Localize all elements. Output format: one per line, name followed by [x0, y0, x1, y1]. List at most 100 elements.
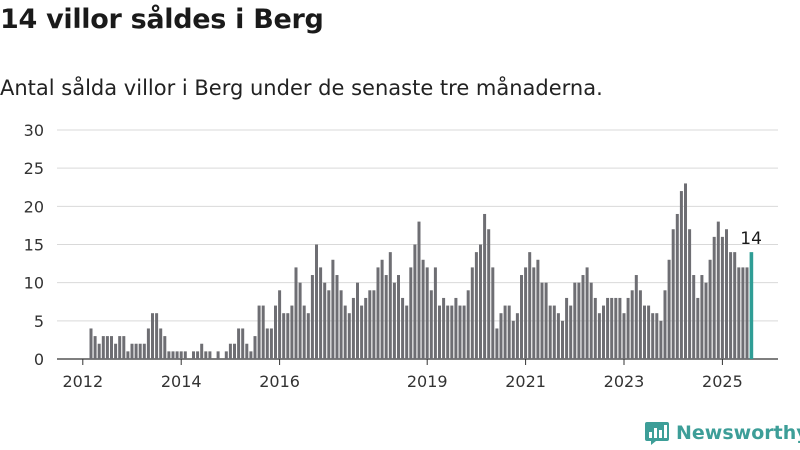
bar [741, 267, 745, 359]
bar [306, 313, 310, 359]
bar [483, 213, 487, 359]
bar [561, 320, 564, 359]
bar [651, 313, 655, 359]
bar [89, 328, 93, 359]
bar [421, 259, 425, 359]
bar [192, 351, 195, 359]
bar [499, 313, 503, 359]
bar [614, 297, 618, 359]
bar [409, 267, 413, 359]
bar [684, 183, 687, 359]
bar [597, 313, 601, 359]
bar [507, 305, 511, 359]
x-tick-label: 2023 [604, 372, 645, 391]
x-tick-label: 2016 [259, 372, 300, 391]
bar [745, 267, 749, 359]
bar [495, 328, 499, 359]
bar [237, 328, 241, 359]
brand-name: Newsworthy [676, 422, 800, 444]
bar [339, 290, 343, 359]
y-tick-label: 25 [24, 159, 44, 178]
bar [294, 267, 298, 359]
bar [548, 305, 552, 359]
bar [126, 351, 130, 359]
bar [282, 313, 286, 359]
bar [515, 313, 519, 359]
bar [438, 305, 441, 359]
bar [155, 313, 159, 359]
bar [630, 290, 634, 359]
bar [462, 305, 466, 359]
bar [216, 351, 220, 359]
bar [585, 267, 589, 359]
bar [704, 282, 708, 359]
newsworthy-brand[interactable]: Newsworthy [644, 420, 800, 446]
bar [638, 290, 642, 359]
bar [565, 297, 569, 359]
bar [368, 290, 372, 359]
bar [606, 297, 610, 359]
bar [179, 351, 183, 359]
y-tick-label: 30 [24, 121, 44, 140]
bar [729, 252, 733, 359]
bar [716, 221, 720, 359]
bar [429, 290, 433, 359]
bar [667, 259, 671, 359]
bar [265, 328, 269, 359]
page-subtitle: Antal sålda villor i Berg under de senas… [0, 76, 603, 100]
y-tick-label: 5 [34, 312, 44, 331]
bar [696, 297, 700, 359]
bar [364, 297, 368, 359]
bar [589, 282, 593, 359]
bar [335, 275, 339, 359]
bar [257, 305, 261, 359]
bars [89, 183, 754, 359]
bar [442, 297, 446, 359]
bar [474, 252, 478, 359]
bar [343, 305, 347, 359]
bar [380, 259, 384, 359]
bar [397, 275, 400, 359]
bar [105, 336, 109, 359]
bar [122, 336, 126, 359]
bar [142, 343, 146, 359]
bar [425, 267, 429, 359]
bar [417, 221, 421, 359]
y-tick-label: 15 [24, 236, 44, 255]
x-tick-label: 2014 [161, 372, 202, 391]
bar [544, 282, 548, 359]
bar [503, 305, 507, 359]
bar [183, 351, 187, 359]
y-axis-tick-labels: 0 5 10 15 20 25 30 [24, 121, 44, 369]
bar [405, 305, 409, 359]
bar [327, 290, 331, 359]
highlight-value-label: 14 [740, 229, 762, 249]
bar [552, 305, 556, 359]
bar [146, 328, 150, 359]
bar [446, 305, 450, 359]
bar [331, 259, 335, 359]
bar [323, 282, 327, 359]
bar [298, 282, 302, 359]
bar [556, 313, 560, 359]
bar [286, 313, 290, 359]
bar [360, 305, 364, 359]
bar [659, 320, 663, 359]
bar [204, 351, 208, 359]
bar [245, 343, 249, 359]
bar [511, 320, 515, 359]
bar [602, 305, 605, 359]
bar [618, 297, 622, 359]
bar [208, 351, 212, 359]
bar [520, 275, 523, 359]
y-tick-label: 10 [24, 274, 44, 293]
bar [372, 290, 376, 359]
x-tick-label: 2025 [702, 372, 743, 391]
bar [97, 343, 101, 359]
bar [319, 267, 323, 359]
bar [261, 305, 265, 359]
bar [700, 275, 704, 359]
bar [708, 259, 712, 359]
bar [356, 282, 359, 359]
